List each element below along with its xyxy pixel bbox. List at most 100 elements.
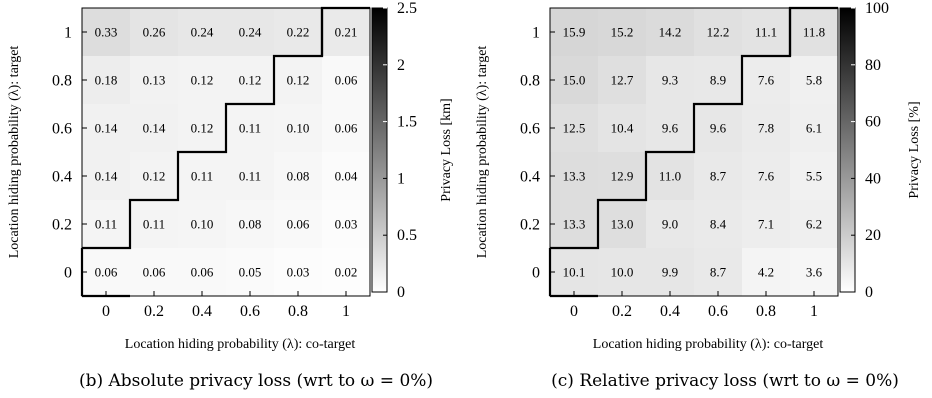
cell-value-label: 0.06 (335, 121, 358, 136)
y-tick-label: 1 (532, 25, 540, 42)
heatmap-cell (226, 56, 274, 104)
panel-caption: (c) Relative privacy loss (wrt to ω = 0%… (551, 371, 899, 391)
heatmap-cell (646, 248, 694, 296)
y-tick-label: 1 (64, 25, 72, 42)
cell-value-label: 0.11 (95, 217, 117, 232)
cell-value-label: 0.24 (191, 25, 214, 40)
cell-value-label: 5.5 (806, 169, 822, 184)
heatmap-cell (790, 104, 838, 152)
y-axis-label: Location hiding probability (λ): target (7, 46, 22, 259)
heatmap-cell (322, 104, 370, 152)
colorbar-tick-label: 2 (397, 57, 405, 74)
heatmap-cell (598, 8, 646, 56)
cell-value-label: 11.1 (755, 25, 777, 40)
heatmap-cell (178, 200, 226, 248)
heatmap-cell (790, 152, 838, 200)
heatmap-cell (130, 248, 178, 296)
cell-value-label: 8.7 (710, 265, 727, 280)
cell-value-label: 0.12 (191, 121, 214, 136)
heatmap-cell (646, 152, 694, 200)
heatmap-cell (598, 200, 646, 248)
cell-value-label: 0.22 (287, 25, 310, 40)
heatmap-cell (742, 104, 790, 152)
heatmap-cell (178, 56, 226, 104)
cell-value-label: 0.14 (95, 169, 118, 184)
heatmap-cell (226, 200, 274, 248)
heatmap-cell (82, 104, 130, 152)
heatmap-cell (274, 200, 322, 248)
plot-frame (549, 7, 839, 297)
x-tick-label: 0.8 (756, 303, 776, 320)
heatmap-cell (742, 200, 790, 248)
heatmap-cell (322, 8, 370, 56)
cell-value-label: 10.4 (611, 121, 634, 136)
heatmap-cell (598, 152, 646, 200)
x-tick-label: 0.2 (612, 303, 632, 320)
cell-value-label: 0.08 (239, 217, 262, 232)
cell-value-label: 0.06 (191, 265, 214, 280)
heatmap-cell (694, 8, 742, 56)
cell-value-label: 12.9 (611, 169, 634, 184)
heatmap-cell (598, 248, 646, 296)
cell-value-label: 0.12 (239, 73, 262, 88)
heatmap-cell (694, 152, 742, 200)
heatmap-cell (274, 248, 322, 296)
cell-value-label: 0.11 (239, 169, 261, 184)
cell-value-label: 0.21 (335, 25, 358, 40)
x-tick-label: 1 (342, 303, 350, 320)
heatmap-cell (226, 8, 274, 56)
heatmap-cell (646, 56, 694, 104)
cell-value-label: 7.6 (758, 169, 775, 184)
cell-value-label: 12.2 (707, 25, 730, 40)
heatmap-cell (130, 8, 178, 56)
cell-value-label: 0.03 (287, 265, 310, 280)
cell-value-label: 7.8 (758, 121, 774, 136)
cell-value-label: 5.8 (806, 73, 822, 88)
cell-value-label: 0.08 (287, 169, 310, 184)
heatmap-cell (274, 104, 322, 152)
heatmap-cell (598, 104, 646, 152)
heatmap-cell (790, 56, 838, 104)
x-tick-label: 0.4 (660, 303, 680, 320)
heatmap-cell (742, 56, 790, 104)
cell-value-label: 7.6 (758, 73, 775, 88)
y-tick-label: 0 (532, 265, 540, 282)
colorbar-tick-label: 1.5 (397, 114, 417, 131)
cell-value-label: 11.8 (803, 25, 825, 40)
heatmap-cell (790, 248, 838, 296)
colorbar-tick-label: 60 (865, 114, 881, 131)
heatmap-cell (646, 8, 694, 56)
cell-value-label: 0.05 (239, 265, 262, 280)
heatmap-cell (82, 8, 130, 56)
cell-value-label: 3.6 (806, 265, 823, 280)
cell-value-label: 14.2 (659, 25, 682, 40)
heatmap-cell (274, 8, 322, 56)
heatmap-cell (322, 152, 370, 200)
cell-value-label: 6.1 (806, 121, 822, 136)
heatmap-cell (274, 152, 322, 200)
cell-value-label: 0.06 (335, 73, 358, 88)
cell-value-label: 0.12 (191, 73, 214, 88)
colorbar (371, 7, 388, 293)
colorbar-tick-label: 1 (397, 170, 405, 187)
cell-value-label: 9.6 (710, 121, 727, 136)
cell-value-label: 13.3 (563, 217, 586, 232)
cell-value-label: 9.9 (662, 265, 678, 280)
colorbar (839, 7, 856, 293)
heatmap-cell (550, 248, 598, 296)
heatmap-panel-c: 15.9 15.2 14.2 12.2 11.1 11.815.0 12.7 9.3 8.9 7.… (475, 0, 922, 391)
panel-caption: (b) Absolute privacy loss (wrt to ω = 0%… (79, 371, 433, 391)
cell-value-label: 0.12 (287, 73, 310, 88)
heatmap-cell (742, 248, 790, 296)
heatmap-cell (550, 8, 598, 56)
heatmap-cell (550, 200, 598, 248)
cell-value-label: 6.2 (806, 217, 822, 232)
cell-value-label: 0.24 (239, 25, 262, 40)
heatmap-cell (598, 56, 646, 104)
heatmap-cell (226, 248, 274, 296)
cell-value-label: 13.0 (611, 217, 634, 232)
heatmap-cell (790, 8, 838, 56)
heatmap-cell (646, 104, 694, 152)
cell-value-label: 0.06 (143, 265, 166, 280)
cell-value-label: 0.03 (335, 217, 358, 232)
